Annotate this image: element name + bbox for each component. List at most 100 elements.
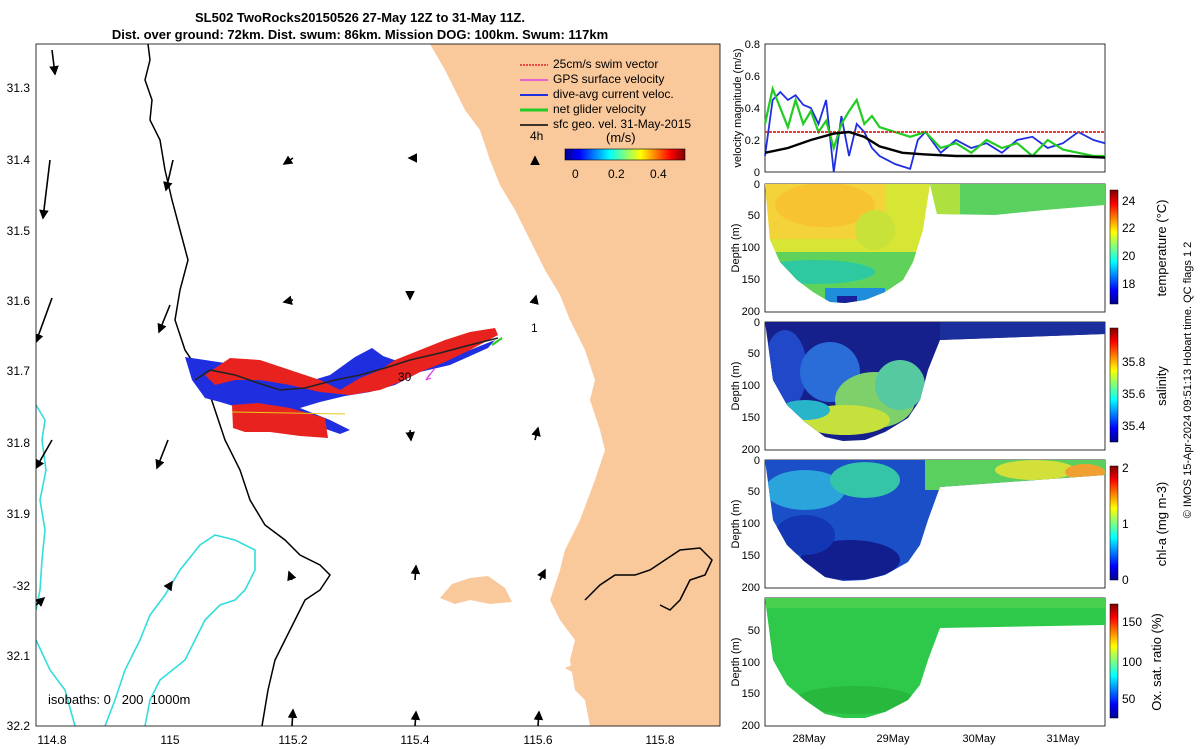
chla-colorbar xyxy=(1109,465,1119,581)
net-velocity-arrow xyxy=(491,337,503,346)
chla-cb-tick: 1 xyxy=(1122,517,1129,531)
lat-tick: 32.2 xyxy=(7,719,31,733)
track-label-1: 1 xyxy=(531,321,538,335)
depth-tick: 100 xyxy=(742,657,760,669)
legend-item-dive-avg: dive-avg current veloc. xyxy=(553,87,674,101)
temp-cb-tick: 20 xyxy=(1122,249,1136,263)
lat-tick-labels: 31.3 31.4 31.5 31.6 31.7 31.8 31.9 -32 3… xyxy=(7,81,31,733)
colorbar-tick-0: 0 xyxy=(572,167,579,181)
island xyxy=(440,576,512,604)
salinity-section: Depth (m) 0 50 100 150 200 35.8 35.6 35.… xyxy=(730,317,1169,456)
lon-tick: 115 xyxy=(160,733,179,747)
depth-tick: 150 xyxy=(742,274,760,286)
coast-isobath-east xyxy=(584,547,713,611)
lon-tick-labels: 114.8 115 115.2 115.4 115.6 115.8 xyxy=(37,733,674,747)
lon-tick: 115.2 xyxy=(278,733,307,747)
coast-isobath xyxy=(144,44,331,726)
lat-tick: 31.5 xyxy=(7,224,31,238)
track-label-30: 30 xyxy=(398,370,412,384)
depth-tick: 50 xyxy=(748,625,760,637)
depth-tick: 200 xyxy=(742,306,760,318)
profile-panels: velocity magnitude (m/s) 0 0.2 0.4 0.6 0… xyxy=(730,39,1194,745)
swim-vector-polygon-1 xyxy=(205,328,498,395)
lat-tick: 31.8 xyxy=(7,436,31,450)
oxygen-section: Depth (m) 50 100 150 200 150 100 50 Ox. … xyxy=(730,597,1164,745)
vel-ytick: 0.4 xyxy=(745,103,760,115)
temp-cb-tick: 22 xyxy=(1122,221,1136,235)
depth-tick: 100 xyxy=(742,518,760,530)
speed-colorbar xyxy=(564,148,686,161)
depth-tick: 150 xyxy=(742,688,760,700)
deep-isobath xyxy=(36,404,47,611)
depth-tick: 50 xyxy=(748,486,760,498)
depth-tick: 150 xyxy=(742,412,760,424)
depth-tick: 0 xyxy=(754,455,760,467)
chla-cb-tick: 2 xyxy=(1122,461,1129,475)
depth-tick: 200 xyxy=(742,582,760,594)
lat-tick: -32 xyxy=(13,579,31,593)
lat-tick: 31.3 xyxy=(7,81,31,95)
vel-ytick: 0.2 xyxy=(745,135,760,147)
legend-item-sfc-geo: sfc geo. vel. 31-May-2015 xyxy=(553,117,691,131)
glider-map: 1 30 25cm/s swim vector GPS surface velo… xyxy=(7,43,721,747)
lon-tick: 115.8 xyxy=(645,733,674,747)
temperature-cblabel: temperature (°C) xyxy=(1154,200,1169,297)
velocity-series-dive-avg-current-veloc- xyxy=(764,90,1106,173)
salinity-cblabel: salinity xyxy=(1154,366,1169,406)
island-small xyxy=(565,665,572,672)
chla-cblabel: chl-a (mg m-3) xyxy=(1154,482,1169,567)
lat-tick: 31.9 xyxy=(7,507,31,521)
ox-cb-tick: 100 xyxy=(1122,655,1142,669)
velocity-panel: velocity magnitude (m/s) 0 0.2 0.4 0.6 0… xyxy=(732,39,1106,179)
gps-velocity-arrow xyxy=(425,367,436,381)
glider-path-line xyxy=(194,337,499,391)
deep-isobath-loop xyxy=(104,534,256,726)
depth-ylabel-ox: Depth (m) xyxy=(730,638,742,687)
colorbar-tick-0.2: 0.2 xyxy=(608,167,625,181)
sal-cb-tick: 35.6 xyxy=(1122,387,1146,401)
depth-tick: 0 xyxy=(754,317,760,329)
depth-tick: 200 xyxy=(742,444,760,456)
temp-cb-tick: 18 xyxy=(1122,277,1136,291)
depth-tick: 0 xyxy=(754,179,760,191)
vel-ytick: 0.8 xyxy=(745,39,760,51)
velocity-ylabel: velocity magnitude (m/s) xyxy=(732,48,744,167)
velocity-series-sfc-geo-vel- xyxy=(764,130,1106,159)
date-tick: 31May xyxy=(1046,733,1080,745)
chart-title-line-2: Dist. over ground: 72km. Dist. swum: 86k… xyxy=(111,27,609,42)
depth-tick: 150 xyxy=(742,550,760,562)
chla-section: Depth (m) 0 50 100 150 200 2 1 0 chl-a (… xyxy=(730,455,1169,594)
sal-cb-tick: 35.8 xyxy=(1122,355,1146,369)
lat-tick: 31.7 xyxy=(7,364,31,378)
legend-item-swim: 25cm/s swim vector xyxy=(553,57,658,71)
depth-ylabel-sal: Depth (m) xyxy=(730,362,742,411)
date-tick: 30May xyxy=(962,733,996,745)
depth-tick: 50 xyxy=(748,348,760,360)
glider-track xyxy=(185,328,503,438)
salinity-colorbar xyxy=(1109,327,1119,443)
date-tick: 28May xyxy=(792,733,826,745)
depth-tick: 100 xyxy=(742,242,760,254)
temperature-section: Depth (m) 0 50 100 150 200 24 22 20 18 t… xyxy=(730,179,1169,318)
chla-cb-tick: 0 xyxy=(1122,573,1129,587)
vel-ytick: 0.6 xyxy=(745,71,760,83)
temperature-colorbar xyxy=(1109,189,1119,305)
lat-tick: 31.6 xyxy=(7,294,31,308)
lat-tick: 32.1 xyxy=(7,649,31,663)
ox-cb-tick: 150 xyxy=(1122,615,1142,629)
oxygen-colorbar xyxy=(1109,603,1119,719)
lon-tick: 115.4 xyxy=(400,733,429,747)
imos-credit: © IMOS 15-Apr-2024 09:51:13 Hobart time.… xyxy=(1182,242,1194,519)
colorbar-tick-0.4: 0.4 xyxy=(650,167,667,181)
depth-ylabel-chla: Depth (m) xyxy=(730,500,742,549)
vel-ytick: 0 xyxy=(754,167,760,179)
sal-cb-tick: 35.4 xyxy=(1122,419,1146,433)
legend-item-net: net glider velocity xyxy=(553,102,646,116)
map-legend: 25cm/s swim vector GPS surface velocity … xyxy=(520,57,691,181)
lat-tick: 31.4 xyxy=(7,153,31,167)
lon-tick: 114.8 xyxy=(37,733,66,747)
swim-vector-polygon-2 xyxy=(232,403,328,438)
depth-tick: 200 xyxy=(742,720,760,732)
time-scale-label: 4h xyxy=(530,129,543,143)
date-tick: 29May xyxy=(876,733,910,745)
